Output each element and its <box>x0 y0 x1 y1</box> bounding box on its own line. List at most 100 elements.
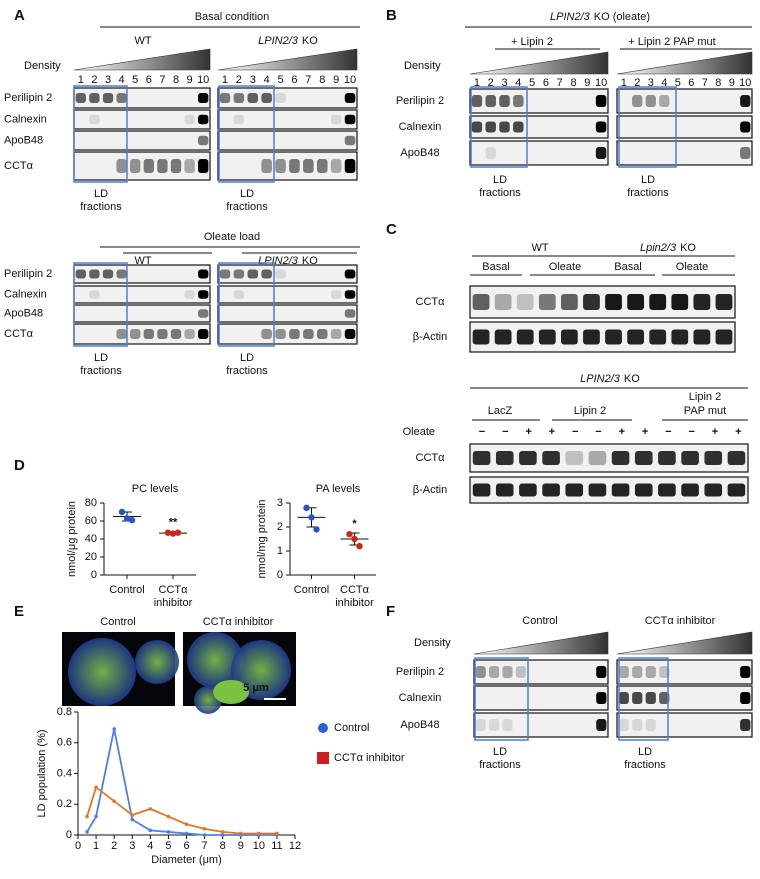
density-label: Density <box>24 60 61 72</box>
lane-number: 7 <box>557 77 563 89</box>
band <box>485 147 496 159</box>
lane-number: 5 <box>132 74 138 86</box>
group-title: LPIN2/3 KO <box>258 35 318 47</box>
data-point <box>148 807 153 811</box>
band <box>198 309 209 318</box>
lane-number: 1 <box>78 74 84 86</box>
band <box>184 159 195 173</box>
cell <box>135 640 179 684</box>
blot <box>469 285 736 319</box>
lane-number: 7 <box>159 74 165 86</box>
band <box>89 290 100 299</box>
band <box>157 159 168 173</box>
title-suffix: KO (oleate) <box>594 11 650 23</box>
lipid-droplet <box>213 680 249 704</box>
band <box>102 269 114 279</box>
band <box>627 329 645 345</box>
band <box>681 451 699 465</box>
band <box>659 95 670 107</box>
lane-number: 6 <box>543 77 549 89</box>
band <box>89 269 100 279</box>
x-tick-label: CCTα <box>340 584 370 596</box>
group-title: LPIN2/3 KO (oleate) <box>550 11 650 23</box>
image-title: Control <box>100 616 135 628</box>
sign: − <box>688 426 694 438</box>
band <box>494 294 512 310</box>
row-label: β-Actin <box>413 484 447 496</box>
band <box>143 159 154 173</box>
gene-name: LPIN2/3 <box>580 373 621 385</box>
band <box>704 451 723 465</box>
band <box>116 93 127 103</box>
band <box>583 294 600 310</box>
band <box>489 719 500 731</box>
lane-number: 5 <box>529 77 535 89</box>
data-point <box>164 529 172 536</box>
label: WT <box>134 255 151 267</box>
band <box>495 483 514 497</box>
band <box>611 451 630 465</box>
lane-number: 6 <box>688 77 694 89</box>
band <box>499 121 510 133</box>
ld-label: LD <box>638 746 652 758</box>
blot <box>73 130 211 151</box>
label: Lipin 2 <box>574 405 606 417</box>
label: Oleate <box>676 261 708 273</box>
row-label: CCTα <box>416 452 446 464</box>
band <box>198 159 209 173</box>
gene-name: LPIN2/3 <box>258 35 299 47</box>
band <box>618 692 629 704</box>
label: PAP mut <box>684 405 726 417</box>
y-tick-label: 60 <box>85 515 97 527</box>
band <box>75 269 86 279</box>
band <box>261 159 272 173</box>
band <box>303 159 314 173</box>
band <box>233 114 245 125</box>
y-tick-label: 20 <box>85 551 97 563</box>
ld-box <box>73 85 128 183</box>
lane-number: 4 <box>264 74 270 86</box>
data-point <box>112 799 116 803</box>
lane-number: 6 <box>146 74 152 86</box>
blot <box>616 712 753 738</box>
blot <box>616 115 753 139</box>
band <box>595 121 607 133</box>
band <box>485 95 496 107</box>
sign: − <box>479 426 485 438</box>
data-point <box>184 822 189 827</box>
density-label: Density <box>414 637 451 649</box>
label: Basal <box>614 261 642 273</box>
data-point <box>308 514 315 521</box>
band <box>275 159 286 173</box>
sign: − <box>502 426 508 438</box>
data-point <box>130 817 135 822</box>
band <box>170 329 182 339</box>
data-point <box>112 727 116 731</box>
label: WT <box>531 242 548 254</box>
band <box>184 329 195 339</box>
row-label: Perilipin 2 <box>396 666 444 678</box>
data-point <box>130 813 135 817</box>
band <box>583 329 600 345</box>
blot <box>616 88 753 114</box>
x-tick-label: 3 <box>129 840 135 852</box>
label: Control <box>522 615 557 627</box>
band <box>495 451 514 465</box>
band <box>198 114 209 125</box>
row-label: ApoB48 <box>4 307 43 319</box>
sign: − <box>595 426 601 438</box>
group-title: Lpin2/3 KO <box>640 242 696 254</box>
row-label: Perilipin 2 <box>4 92 52 104</box>
density-gradient <box>616 631 753 655</box>
density-gradient <box>616 51 753 75</box>
blot <box>217 109 358 130</box>
label: + Lipin 2 <box>511 36 553 48</box>
data-point <box>351 535 358 543</box>
lane-number: 9 <box>187 74 193 86</box>
band <box>596 666 607 678</box>
band <box>671 294 689 310</box>
band <box>89 93 100 103</box>
band <box>330 114 342 125</box>
x-tick-label: 2 <box>111 840 117 852</box>
